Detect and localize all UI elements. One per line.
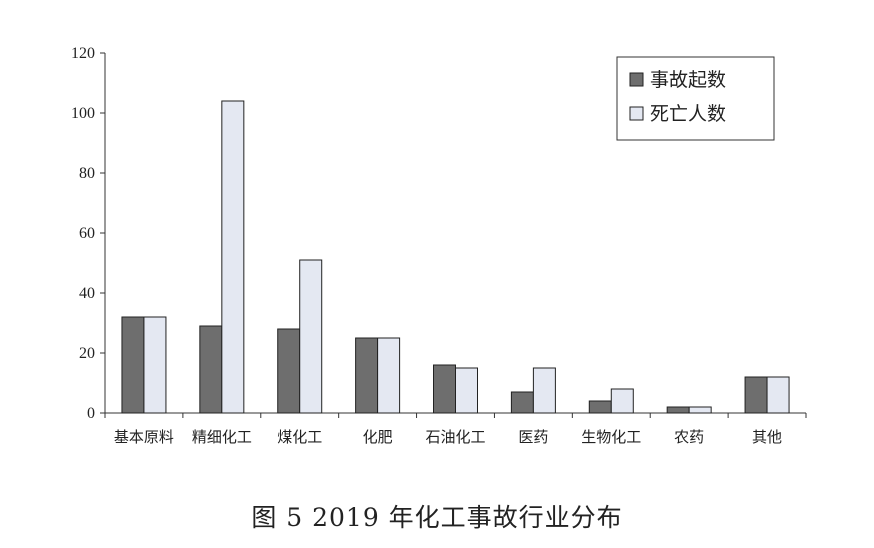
x-category-label: 农药 [674,428,704,446]
legend-swatch [629,72,644,87]
bar-death-count [377,337,401,414]
bar-death-count [143,316,167,414]
x-category-label: 煤化工 [277,428,322,446]
x-category-label: 石油化工 [425,428,485,446]
category-labels: 基本原料 精细化工 煤化工 化肥 石油化工 医药 生物化工 农药 其他 [114,428,782,446]
bar-accident-count [666,406,690,414]
bar-death-count [299,259,323,414]
bar-accident-count [433,364,456,414]
legend-box [616,56,775,141]
bar-death-count [532,367,556,414]
bar-death-count [766,376,790,414]
y-tick-label: 0 [87,405,95,422]
bar-accident-count [355,337,379,414]
y-tick-label: 120 [71,45,95,62]
y-tick-label: 40 [79,285,95,302]
x-category-label: 基本原料 [114,428,174,446]
x-category-label: 生物化工 [581,428,641,446]
bar-accident-count [121,316,145,414]
bars [121,100,790,414]
legend-label: 死亡人数 [650,103,726,125]
bar-accident-count [510,391,534,414]
x-category-label: 精细化工 [192,428,252,446]
x-category-label: 化肥 [363,428,393,446]
x-category-label: 医药 [518,428,548,446]
bar-death-count [688,406,712,414]
y-tick-label: 60 [79,225,95,242]
y-tick-label: 100 [71,105,95,122]
bar-accident-count [588,400,612,414]
bar-accident-count [199,325,223,414]
bar-accident-count [277,328,301,414]
y-tick-label: 80 [79,165,95,182]
bar-death-count [610,388,634,414]
figure-caption: 图 5 2019 年化工事故行业分布 [251,503,623,532]
legend-swatch [629,106,644,121]
bar-death-count [221,100,245,414]
bar-accident-count [744,376,768,414]
legend-label: 事故起数 [650,69,726,91]
bar-death-count [455,367,478,414]
y-tick-label: 20 [79,345,95,362]
x-category-label: 其他 [752,428,782,446]
